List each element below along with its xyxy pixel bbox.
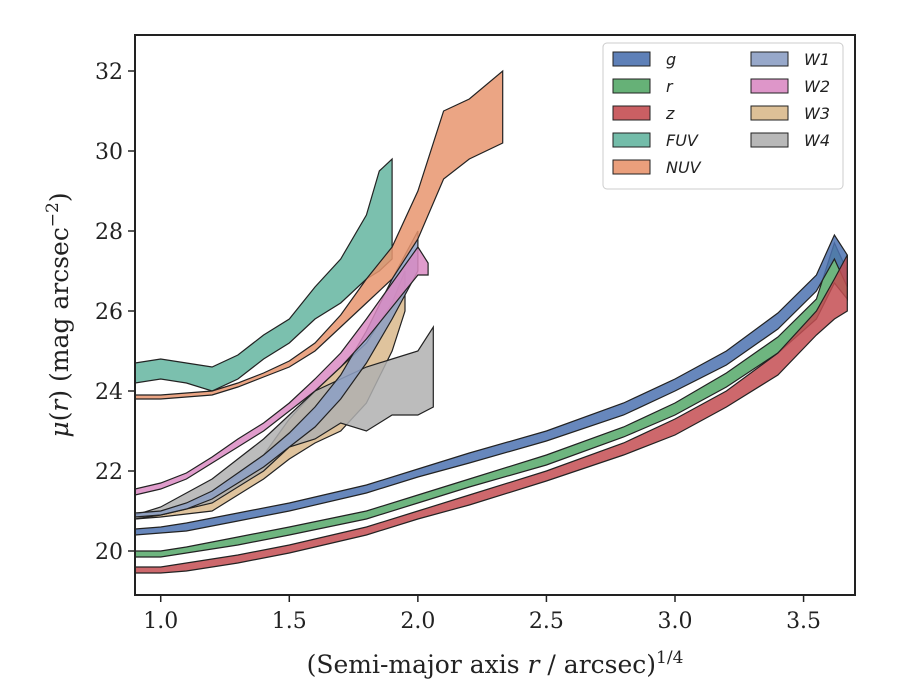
legend-swatch-w1 <box>750 51 789 67</box>
y-tick-label: 28 <box>95 220 123 245</box>
band-nuv <box>135 69 504 400</box>
band-r <box>135 241 848 558</box>
legend: grz FUV NUV W1 W2 W3 W4 <box>602 42 844 190</box>
y-tick-label: 32 <box>95 60 123 85</box>
plot-frame <box>134 34 856 596</box>
legend-label-w2: W2 <box>804 77 830 96</box>
x-tick-label: 2.5 <box>529 609 564 634</box>
y-tick-label: 30 <box>95 140 123 165</box>
legend-swatch-nuv <box>612 159 651 175</box>
x-axis-ticks: 1.0 1.5 2.0 2.5 3.0 3.5 <box>143 595 821 634</box>
legend-label-w1: W1 <box>804 50 830 69</box>
legend-swatch-fuv <box>612 132 651 148</box>
legend-label-w4: W4 <box>804 131 830 150</box>
legend-label-fuv: FUV <box>666 131 699 150</box>
y-tick-label: 24 <box>95 380 123 405</box>
y-tick-label: 20 <box>95 540 123 565</box>
legend-swatch-z <box>612 105 651 121</box>
legend-label-w3: W3 <box>804 104 830 123</box>
band-w2 <box>135 245 429 496</box>
legend-swatch-g <box>612 51 651 67</box>
x-tick-label: 3.5 <box>786 609 821 634</box>
band-z <box>135 254 848 574</box>
band-fuv <box>135 157 393 392</box>
legend-swatch-w3 <box>750 105 789 121</box>
band-w4 <box>135 324 434 520</box>
legend-label-g: g <box>666 50 676 69</box>
legend-swatch-r <box>612 78 651 94</box>
y-axis-ticks: 20 22 24 26 28 30 32 <box>95 60 135 565</box>
legend-label-r: r <box>666 77 674 96</box>
x-tick-label: 1.5 <box>272 609 307 634</box>
legend-swatch-w2 <box>750 78 789 94</box>
y-tick-label: 22 <box>95 460 123 485</box>
legend-swatch-w4 <box>750 132 789 148</box>
x-tick-label: 1.0 <box>143 609 178 634</box>
y-tick-label: 26 <box>95 300 123 325</box>
x-tick-label: 3.0 <box>658 609 693 634</box>
y-axis-label: μ(r) (mag arcsec−2) <box>43 192 74 437</box>
x-tick-label: 2.0 <box>400 609 435 634</box>
profile-bands <box>135 69 848 574</box>
legend-label-z: z <box>665 104 675 123</box>
legend-label-nuv: NUV <box>666 158 702 177</box>
x-axis-label: (Semi-major axis r / arcsec)1/4 <box>307 648 684 679</box>
